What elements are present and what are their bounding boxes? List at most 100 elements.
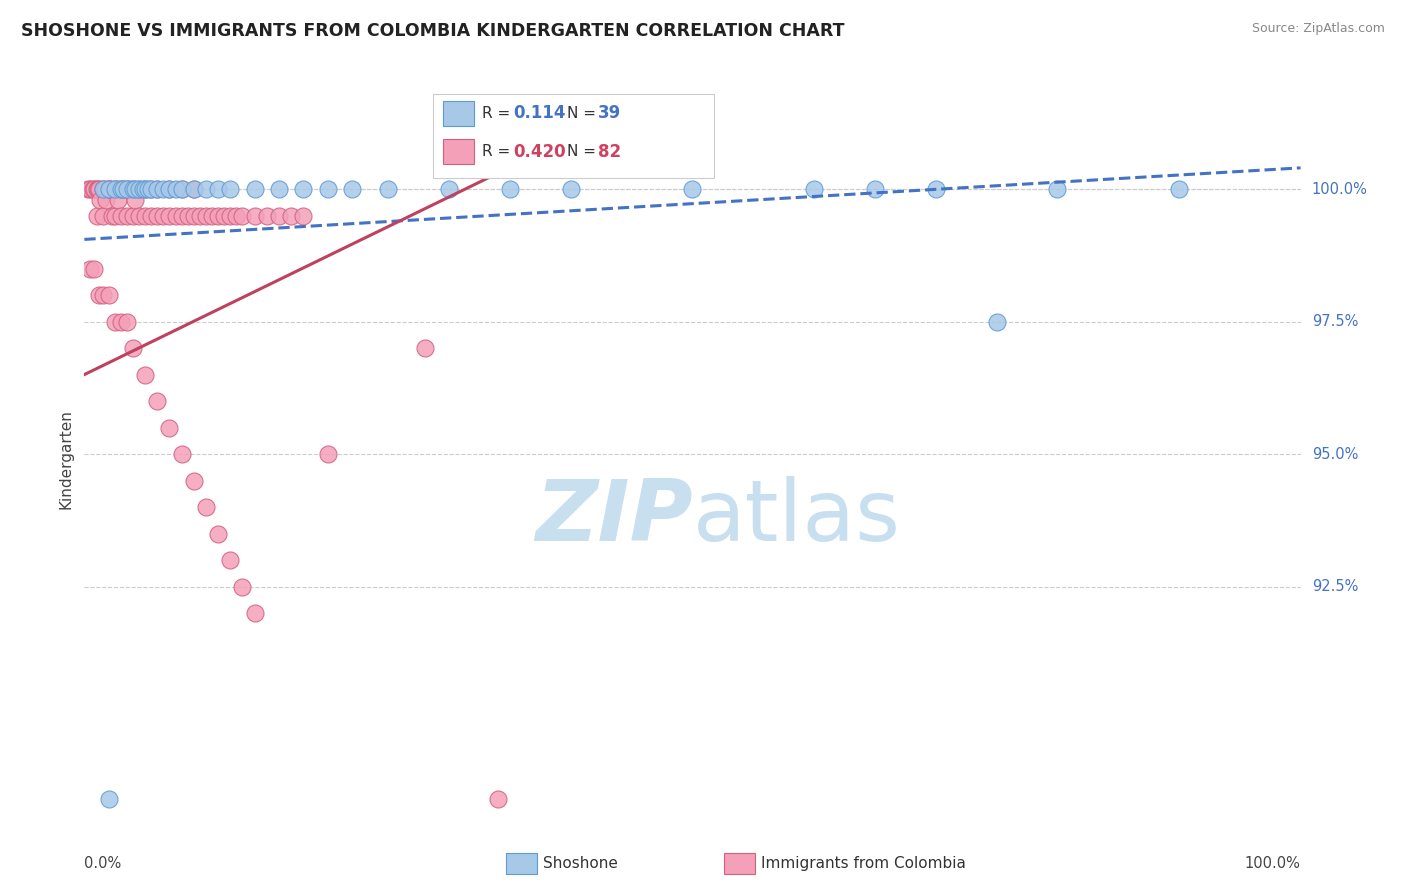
- Point: [682, 182, 704, 196]
- Point: [91, 182, 114, 196]
- Point: [207, 209, 229, 223]
- Point: [87, 182, 110, 196]
- Point: [316, 182, 339, 196]
- Point: [225, 209, 247, 223]
- Point: [134, 182, 156, 196]
- Text: N =: N =: [567, 145, 600, 159]
- Point: [94, 182, 117, 196]
- Point: [377, 182, 399, 196]
- Point: [194, 500, 218, 514]
- Point: [107, 193, 129, 207]
- Point: [499, 182, 522, 196]
- Point: [91, 288, 114, 302]
- Point: [177, 209, 200, 223]
- Point: [146, 182, 169, 196]
- Point: [128, 182, 150, 196]
- Point: [159, 420, 181, 434]
- Point: [87, 288, 110, 302]
- Point: [194, 209, 218, 223]
- Point: [231, 209, 253, 223]
- Text: R =: R =: [482, 145, 516, 159]
- Text: atlas: atlas: [693, 476, 900, 559]
- Point: [141, 209, 163, 223]
- Text: Source: ZipAtlas.com: Source: ZipAtlas.com: [1251, 22, 1385, 36]
- Point: [159, 182, 181, 196]
- Point: [97, 288, 120, 302]
- Point: [89, 193, 111, 207]
- Point: [124, 193, 146, 207]
- Point: [152, 182, 174, 196]
- Point: [560, 182, 582, 196]
- Point: [183, 182, 205, 196]
- Point: [101, 209, 124, 223]
- Point: [110, 182, 132, 196]
- Point: [97, 182, 120, 196]
- Point: [83, 261, 105, 276]
- Point: [122, 182, 145, 196]
- Point: [110, 209, 132, 223]
- Point: [159, 209, 181, 223]
- Point: [124, 182, 146, 196]
- Point: [146, 394, 169, 409]
- Point: [128, 209, 150, 223]
- Point: [183, 474, 205, 488]
- Text: Shoshone: Shoshone: [543, 856, 617, 871]
- Text: 100.0%: 100.0%: [1312, 182, 1368, 196]
- Point: [159, 182, 181, 196]
- Point: [986, 315, 1008, 329]
- Point: [212, 209, 235, 223]
- Text: 82: 82: [598, 143, 620, 161]
- Point: [170, 182, 193, 196]
- Point: [256, 209, 278, 223]
- Text: R =: R =: [482, 106, 516, 120]
- Point: [122, 341, 145, 355]
- Point: [91, 182, 114, 196]
- Text: 100.0%: 100.0%: [1244, 855, 1301, 871]
- Point: [86, 209, 108, 223]
- Point: [201, 209, 224, 223]
- Point: [925, 182, 948, 196]
- Point: [219, 209, 242, 223]
- Point: [188, 209, 211, 223]
- Text: 39: 39: [598, 104, 621, 122]
- Point: [112, 182, 135, 196]
- Point: [183, 182, 205, 196]
- Point: [1046, 182, 1069, 196]
- Point: [486, 791, 509, 805]
- Point: [104, 315, 127, 329]
- Point: [97, 182, 120, 196]
- Point: [170, 182, 193, 196]
- Point: [316, 447, 339, 461]
- Point: [219, 553, 242, 567]
- Point: [112, 182, 135, 196]
- Point: [207, 182, 229, 196]
- Point: [152, 209, 174, 223]
- Point: [219, 182, 242, 196]
- Point: [141, 182, 163, 196]
- Point: [132, 182, 155, 196]
- Point: [83, 182, 105, 196]
- Point: [243, 606, 266, 620]
- Text: N =: N =: [567, 106, 600, 120]
- Point: [292, 209, 315, 223]
- Point: [146, 182, 169, 196]
- Point: [104, 182, 127, 196]
- Point: [243, 182, 266, 196]
- Text: 0.0%: 0.0%: [84, 855, 121, 871]
- Point: [122, 209, 145, 223]
- Point: [96, 193, 118, 207]
- Text: ZIP: ZIP: [534, 476, 693, 559]
- Y-axis label: Kindergarten: Kindergarten: [58, 409, 73, 509]
- Point: [77, 182, 100, 196]
- Point: [863, 182, 886, 196]
- Point: [803, 182, 825, 196]
- Point: [207, 526, 229, 541]
- Point: [413, 341, 436, 355]
- Text: 0.114: 0.114: [513, 104, 565, 122]
- Point: [82, 182, 104, 196]
- Point: [128, 182, 150, 196]
- Point: [91, 209, 114, 223]
- Point: [87, 182, 110, 196]
- Point: [110, 182, 132, 196]
- Point: [115, 182, 138, 196]
